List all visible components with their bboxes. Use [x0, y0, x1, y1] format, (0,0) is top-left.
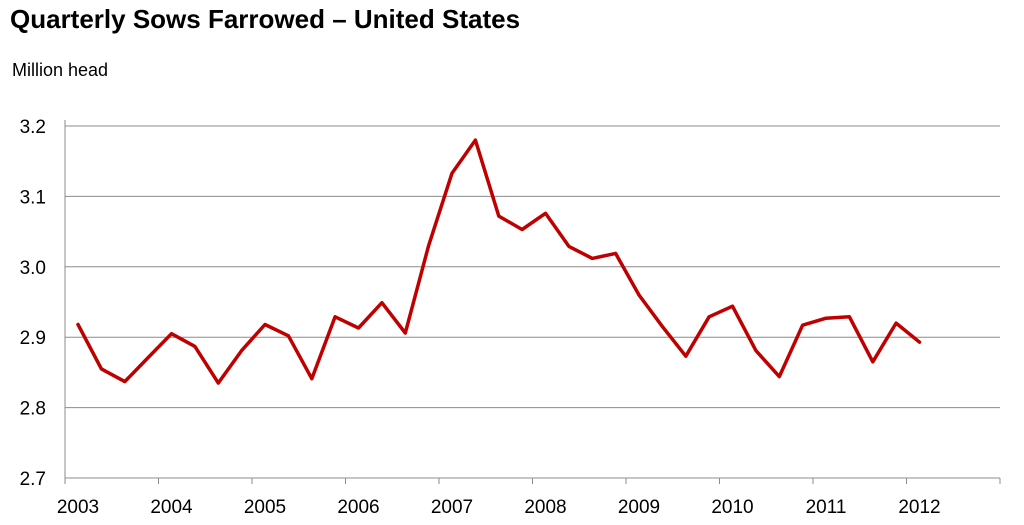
data-point: [193, 345, 197, 348]
x-tick-labels: 2003 2004 2005 2006 2007 2008 2009 2010 2011 2012: [57, 497, 941, 518]
axes: [64, 120, 1001, 484]
x-tick-label: 2009: [618, 497, 660, 518]
data-point: [380, 301, 384, 304]
data-point: [123, 380, 126, 383]
y-tick-labels: 2.7 2.8 2.9 3.0 3.1 3.2: [20, 117, 46, 490]
series-layer: [76, 138, 922, 385]
data-point: [731, 305, 734, 308]
data-point: [450, 171, 454, 175]
x-tick-label: 2011: [806, 497, 847, 518]
data-point: [404, 331, 407, 335]
data-point: [170, 332, 173, 335]
data-point: [263, 323, 267, 326]
data-point: [661, 325, 664, 328]
data-point: [333, 315, 337, 318]
data-point: [824, 316, 828, 320]
x-tick-label: 2007: [431, 497, 473, 518]
data-point: [310, 377, 313, 380]
x-tick-label: 2005: [244, 497, 286, 518]
data-point: [357, 326, 360, 330]
data-point: [801, 324, 804, 327]
chart-title: Quarterly Sows Farrowed – United States: [10, 4, 521, 34]
data-point: [217, 381, 220, 385]
data-point: [497, 214, 500, 218]
y-tick-label: 3.0: [20, 258, 46, 279]
data-point: [614, 252, 617, 255]
data-point: [591, 257, 594, 260]
y-tick-label: 3.1: [20, 187, 46, 208]
data-point: [754, 349, 758, 352]
x-tick-label: 2003: [57, 497, 99, 518]
data-point: [684, 355, 687, 358]
data-point: [871, 360, 874, 364]
y-axis-unit-label: Million head: [12, 60, 109, 80]
data-point: [637, 293, 641, 297]
y-tick-label: 2.7: [20, 469, 46, 490]
data-point: [520, 228, 524, 231]
data-point: [427, 244, 430, 247]
x-tick-label: 2008: [524, 497, 566, 518]
data-point: [918, 340, 921, 344]
data-point: [707, 315, 711, 318]
data-point: [474, 138, 477, 142]
x-tick-label: 2010: [711, 497, 753, 518]
data-point: [240, 349, 243, 352]
data-point: [76, 323, 80, 326]
x-tick-label: 2004: [150, 497, 193, 518]
series-line: [76, 138, 922, 385]
data-point: [848, 315, 851, 318]
gridlines: [65, 125, 1000, 409]
data-point: [567, 245, 571, 248]
y-tick-label: 2.8: [20, 399, 46, 420]
y-tick-label: 3.2: [20, 117, 46, 138]
data-point: [287, 334, 290, 337]
data-point: [778, 375, 781, 378]
data-point: [544, 212, 547, 215]
data-point: [894, 321, 898, 325]
y-tick-label: 2.9: [20, 328, 46, 349]
x-tick-label: 2012: [898, 497, 940, 518]
data-point: [100, 367, 103, 371]
x-tick-label: 2006: [337, 497, 379, 518]
data-point: [146, 356, 150, 359]
